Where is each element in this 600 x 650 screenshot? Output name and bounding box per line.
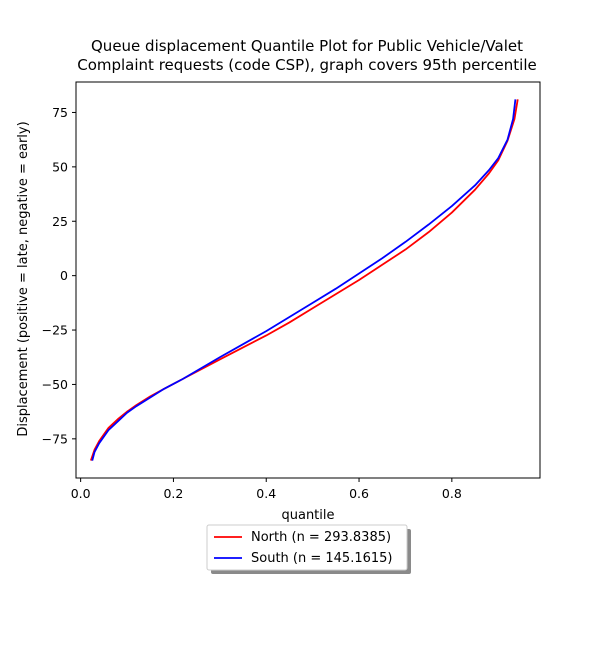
- y-tick-label: 50: [52, 159, 68, 174]
- plot-area: [75, 81, 541, 479]
- x-tick-label: 0.4: [256, 486, 276, 501]
- legend-box: [206, 524, 408, 571]
- series-line-north: [89, 99, 519, 461]
- y-axis-label: Displacement (positive = late, negative …: [16, 121, 31, 436]
- plot-frame: [75, 81, 541, 479]
- x-tick-label: 0.8: [442, 486, 462, 501]
- y-tick-label: 25: [52, 214, 68, 229]
- y-tick-label: 0: [60, 268, 68, 283]
- x-axis-ticks: 0.0 0.2 0.4 0.6 0.8: [71, 478, 462, 501]
- x-tick-label: 0.0: [71, 486, 91, 501]
- x-tick-label: 0.6: [349, 486, 369, 501]
- legend-label-south: South (n = 145.1615): [251, 551, 392, 566]
- y-tick-label: 75: [52, 105, 68, 120]
- series-layer: [89, 99, 519, 461]
- series-line-south: [91, 99, 517, 461]
- y-axis-ticks: −75 −50 −25 0 25 50 75: [42, 105, 76, 446]
- legend-label-north: North (n = 293.8385): [251, 530, 391, 545]
- y-tick-label: −50: [42, 377, 68, 392]
- legend: North (n = 293.8385) South (n = 145.1615…: [206, 524, 411, 574]
- x-tick-label: 0.2: [163, 486, 183, 501]
- y-tick-label: −75: [42, 431, 68, 446]
- y-tick-label: −25: [42, 323, 68, 338]
- chart-title-line-2: Complaint requests (code CSP), graph cov…: [77, 56, 537, 74]
- x-axis-label: quantile: [281, 508, 334, 523]
- chart-title-line-1: Queue displacement Quantile Plot for Pub…: [91, 37, 523, 55]
